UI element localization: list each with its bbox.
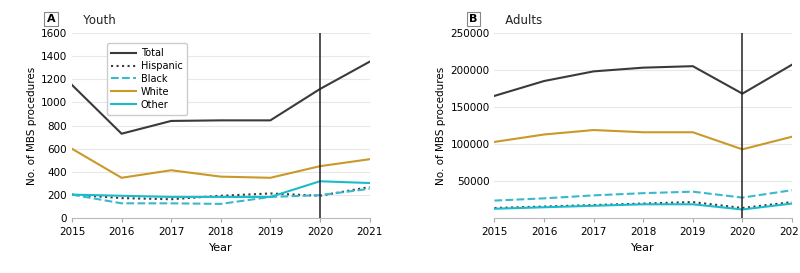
Total [266, 119, 275, 122]
Other [67, 193, 77, 196]
Hispanic [216, 194, 226, 197]
Hispanic [365, 185, 374, 189]
White [589, 128, 598, 132]
Total [638, 66, 648, 69]
Black [490, 199, 499, 202]
X-axis label: Year: Year [209, 243, 233, 253]
White [266, 176, 275, 179]
Line: White: White [494, 130, 792, 149]
Other [166, 195, 176, 198]
Other [315, 180, 325, 183]
Total [787, 63, 797, 66]
Black [266, 195, 275, 198]
Y-axis label: No. of MBS procedures: No. of MBS procedures [436, 66, 446, 185]
Other [738, 208, 747, 211]
White [166, 169, 176, 172]
Line: Other: Other [72, 181, 370, 197]
Total [539, 79, 549, 83]
White [490, 140, 499, 144]
Total [490, 94, 499, 97]
Hispanic [117, 197, 126, 200]
White [688, 130, 698, 134]
Hispanic [688, 200, 698, 204]
Black [738, 196, 747, 199]
Other [589, 204, 598, 207]
Line: Black: Black [72, 189, 370, 204]
White [315, 165, 325, 168]
Other [787, 202, 797, 205]
White [216, 175, 226, 178]
Text: A: A [46, 14, 55, 24]
Other [539, 206, 549, 209]
Black [365, 187, 374, 191]
Black [166, 202, 176, 205]
Black [688, 190, 698, 193]
Hispanic [166, 198, 176, 201]
Black [589, 194, 598, 197]
Other [638, 203, 648, 206]
Total [738, 92, 747, 95]
Hispanic [638, 202, 648, 205]
Other [266, 195, 275, 198]
Line: Other: Other [494, 204, 792, 209]
Y-axis label: No. of MBS procedures: No. of MBS procedures [26, 66, 37, 185]
Hispanic [539, 205, 549, 208]
Black [315, 194, 325, 197]
White [365, 158, 374, 161]
Hispanic [589, 203, 598, 207]
Black [638, 192, 648, 195]
Total [216, 119, 226, 122]
Line: White: White [72, 149, 370, 178]
X-axis label: Year: Year [631, 243, 655, 253]
Text: Adults: Adults [494, 14, 542, 27]
Text: Youth: Youth [72, 14, 116, 27]
Total [67, 83, 77, 87]
Total [117, 132, 126, 135]
Line: Black: Black [494, 190, 792, 201]
Hispanic [738, 206, 747, 210]
White [638, 130, 648, 134]
Line: Total: Total [494, 65, 792, 96]
Total [688, 64, 698, 68]
White [117, 176, 126, 179]
Other [117, 194, 126, 197]
Line: Hispanic: Hispanic [494, 202, 792, 208]
Black [117, 202, 126, 205]
Total [365, 60, 374, 63]
Legend: Total, Hispanic, Black, White, Other: Total, Hispanic, Black, White, Other [106, 43, 187, 115]
Other [216, 195, 226, 198]
White [539, 133, 549, 136]
Black [216, 202, 226, 206]
Hispanic [315, 194, 325, 197]
Line: Hispanic: Hispanic [72, 187, 370, 199]
Total [315, 87, 325, 91]
White [67, 147, 77, 150]
Total [166, 119, 176, 123]
Hispanic [787, 200, 797, 204]
Other [490, 207, 499, 210]
Text: B: B [469, 14, 478, 24]
Black [787, 189, 797, 192]
White [787, 135, 797, 138]
Hispanic [266, 192, 275, 195]
Hispanic [67, 193, 77, 196]
Black [67, 193, 77, 196]
Hispanic [490, 206, 499, 210]
Total [589, 70, 598, 73]
Other [688, 203, 698, 206]
Black [539, 197, 549, 200]
Other [365, 181, 374, 185]
Line: Total: Total [72, 62, 370, 134]
White [738, 148, 747, 151]
